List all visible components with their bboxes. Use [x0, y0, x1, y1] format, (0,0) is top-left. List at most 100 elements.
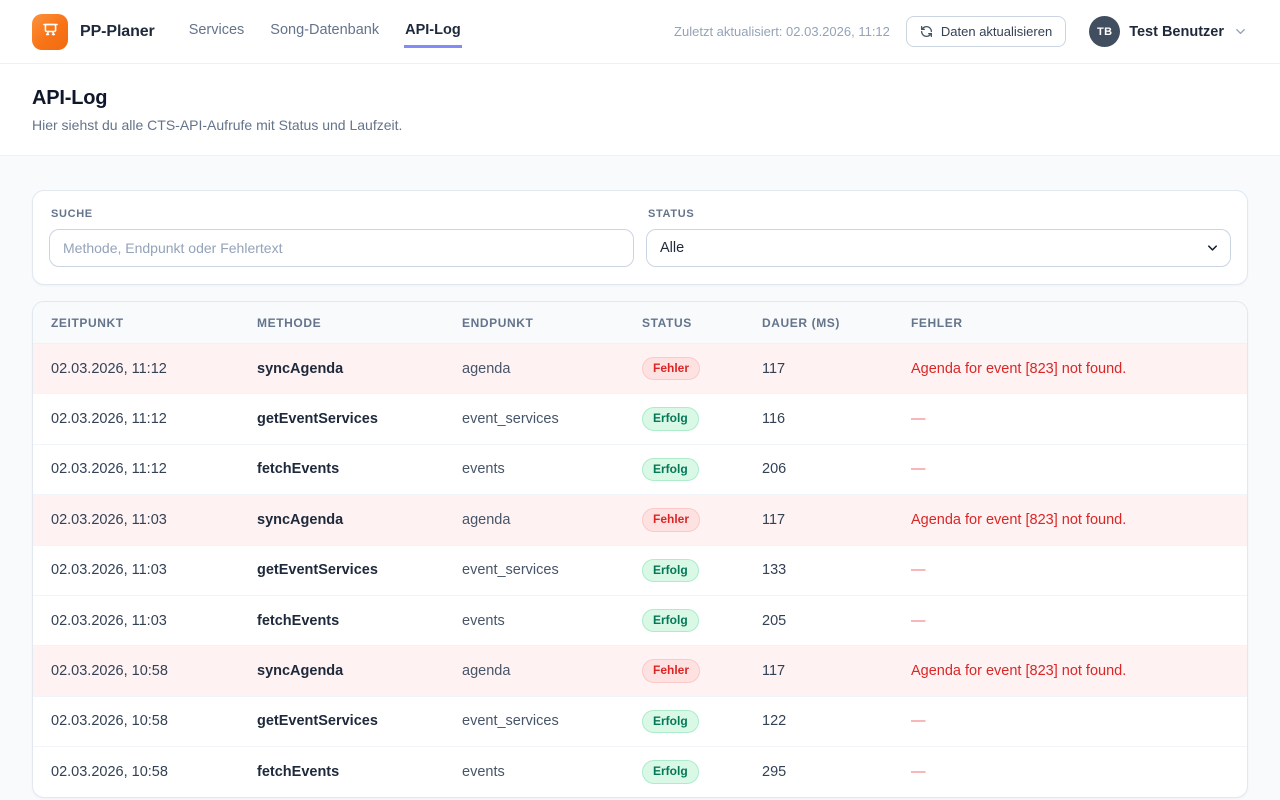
endpunkt-cell: event_services [446, 393, 626, 445]
fehler-cell: — [895, 746, 1247, 797]
api-log-table-body: 02.03.2026, 11:12 syncAgenda agenda Fehler 1… [33, 343, 1247, 797]
endpunkt-cell: events [446, 443, 626, 495]
methode-cell: getEventServices [241, 544, 446, 596]
search-input[interactable] [49, 229, 634, 267]
dauer-cell: 117 [746, 494, 895, 546]
status-field-group: Status Alle [646, 206, 1231, 267]
dauer-cell: 206 [746, 443, 895, 495]
zeitpunkt-cell: 02.03.2026, 10:58 [33, 695, 241, 747]
zeitpunkt-cell: 02.03.2026, 11:12 [33, 343, 241, 394]
status-badge: Fehler [642, 659, 701, 683]
dauer-cell: 117 [746, 343, 895, 394]
status-badge: Erfolg [642, 760, 699, 784]
brand-name: PP-Planer [80, 22, 155, 40]
presentation-screen-icon [40, 19, 61, 45]
nav-item-api-log[interactable]: API-Log [404, 16, 462, 48]
column-header-fehler: Fehler [895, 302, 1247, 344]
fehler-cell: Agenda for event [823] not found. [895, 494, 1247, 546]
zeitpunkt-cell: 02.03.2026, 11:12 [33, 443, 241, 495]
api-log-table: Zeitpunkt Methode Endpunkt Status Dauer … [33, 302, 1247, 797]
endpunkt-cell: events [446, 594, 626, 646]
status-badge: Erfolg [642, 407, 699, 431]
app-logo [32, 13, 68, 50]
page-header: API-Log Hier siehst du alle CTS-API-Aufr… [0, 64, 1280, 156]
methode-cell: syncAgenda [241, 494, 446, 546]
table-row: 02.03.2026, 11:12 fetchEvents events Erfolg… [33, 443, 1247, 495]
main-content: Suche Status Alle Zeitpunkt [0, 156, 1280, 798]
zeitpunkt-cell: 02.03.2026, 10:58 [33, 746, 241, 797]
status-badge: Erfolg [642, 608, 699, 633]
dauer-cell: 205 [746, 594, 895, 646]
dauer-cell: 133 [746, 544, 895, 596]
status-badge: Erfolg [642, 709, 699, 734]
fehler-cell: — [895, 544, 1247, 596]
status-cell: Erfolg [626, 695, 746, 747]
endpunkt-cell: events [446, 746, 626, 797]
methode-cell: syncAgenda [241, 343, 446, 394]
filter-card: Suche Status Alle [32, 190, 1248, 285]
methode-cell: fetchEvents [241, 443, 446, 495]
search-label: Suche [51, 208, 93, 220]
fehler-cell: — [895, 393, 1247, 445]
fehler-cell: — [895, 594, 1247, 646]
methode-cell: fetchEvents [241, 746, 446, 797]
table-row: 02.03.2026, 11:03 getEventServices event_s… [33, 544, 1247, 596]
dauer-cell: 116 [746, 393, 895, 445]
page-subtitle: Hier siehst du alle CTS-API-Aufrufe mit … [32, 117, 403, 133]
status-cell: Erfolg [626, 443, 746, 495]
status-label: Status [648, 208, 695, 220]
status-select[interactable]: Alle [646, 229, 1231, 267]
column-header-zeitpunkt: Zeitpunkt [33, 302, 241, 344]
column-header-dauer: Dauer (ms) [746, 302, 895, 344]
status-cell: Erfolg [626, 746, 746, 797]
table-row: 02.03.2026, 11:03 fetchEvents events Erfolg… [33, 594, 1247, 646]
brand: PP-Planer [32, 13, 155, 50]
table-row: 02.03.2026, 11:12 getEventServices event_s… [33, 393, 1247, 445]
zeitpunkt-cell: 02.03.2026, 11:12 [33, 393, 241, 445]
column-header-endpunkt: Endpunkt [446, 302, 626, 344]
zeitpunkt-cell: 02.03.2026, 11:03 [33, 544, 241, 596]
table-row: 02.03.2026, 11:03 syncAgenda agenda Fehler 1… [33, 494, 1247, 546]
zeitpunkt-cell: 02.03.2026, 11:03 [33, 494, 241, 546]
methode-cell: syncAgenda [241, 645, 446, 697]
zeitpunkt-cell: 02.03.2026, 10:58 [33, 645, 241, 697]
search-field-group: Suche [49, 206, 634, 267]
dauer-cell: 117 [746, 645, 895, 697]
fehler-cell: Agenda for event [823] not found. [895, 645, 1247, 697]
refresh-data-button[interactable]: Daten aktualisieren [905, 16, 1067, 47]
status-badge: Fehler [642, 508, 701, 532]
fehler-cell: — [895, 695, 1247, 747]
table-header-row: Zeitpunkt Methode Endpunkt Status Dauer … [33, 302, 1247, 344]
nav-item-services[interactable]: Services [188, 21, 245, 38]
status-badge: Erfolg [642, 457, 699, 482]
status-badge: Fehler [642, 357, 701, 381]
refresh-button-label: Daten aktualisieren [940, 24, 1053, 39]
fehler-cell: Agenda for event [823] not found. [895, 343, 1247, 394]
column-header-status: Status [626, 302, 746, 344]
last-updated-text: Zuletzt aktualisiert: 02.03.2026, 11:12 [674, 24, 890, 39]
user-name: Test Benutzer [1129, 23, 1224, 40]
status-cell: Fehler [626, 494, 746, 546]
endpunkt-cell: event_services [446, 695, 626, 747]
dauer-cell: 295 [746, 746, 895, 797]
table-row: 02.03.2026, 10:58 getEventServices event_s… [33, 695, 1247, 747]
nav-item-song-datenbank[interactable]: Song-Datenbank [270, 21, 380, 38]
table-row: 02.03.2026, 11:12 syncAgenda agenda Fehler 1… [33, 343, 1247, 394]
status-cell: Fehler [626, 645, 746, 697]
status-cell: Erfolg [626, 393, 746, 445]
status-cell: Erfolg [626, 594, 746, 646]
endpunkt-cell: event_services [446, 544, 626, 596]
column-header-methode: Methode [241, 302, 446, 344]
status-cell: Erfolg [626, 544, 746, 596]
table-row: 02.03.2026, 10:58 fetchEvents events Erfolg… [33, 746, 1247, 797]
methode-cell: fetchEvents [241, 594, 446, 646]
methode-cell: getEventServices [241, 393, 446, 445]
api-log-table-card: Zeitpunkt Methode Endpunkt Status Dauer … [32, 301, 1248, 798]
endpunkt-cell: agenda [446, 343, 626, 394]
fehler-cell: — [895, 443, 1247, 495]
status-badge: Erfolg [642, 558, 699, 582]
endpunkt-cell: agenda [446, 494, 626, 546]
main-nav: Services Song-Datenbank API-Log [188, 16, 462, 48]
user-menu[interactable]: TB Test Benutzer [1089, 16, 1248, 47]
dauer-cell: 122 [746, 695, 895, 747]
